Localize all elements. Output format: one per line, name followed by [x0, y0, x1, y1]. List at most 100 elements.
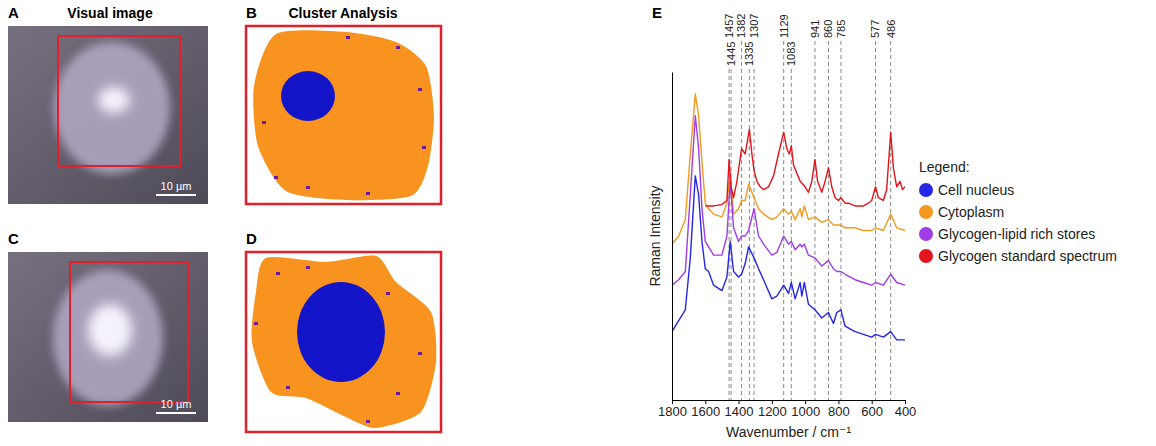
cytoplasm-cluster — [253, 30, 434, 200]
legend-label: Glycogen standard spectrum — [938, 248, 1117, 264]
glycogen-cluster-speck — [306, 186, 310, 189]
glycogen-cluster-speck — [422, 146, 426, 149]
cell-nucleus — [98, 87, 130, 113]
spectrum-line — [672, 116, 905, 285]
reference-line — [729, 69, 730, 400]
panel-letter: B — [246, 4, 257, 21]
legend-label: Glycogen-lipid rich stores — [938, 226, 1095, 242]
x-tick: 1800 — [658, 400, 687, 419]
y-axis-title: Raman Intensity — [647, 185, 663, 286]
glycogen-cluster-speck — [254, 322, 258, 325]
x-tick: 600 — [861, 400, 883, 419]
panel-letter: A — [8, 4, 19, 21]
panel-letter: C — [8, 230, 19, 247]
cluster-panel — [246, 252, 441, 432]
glycogen-cluster-speck — [386, 292, 390, 295]
reference-label: 1307 — [748, 14, 760, 38]
x-tick: 1200 — [758, 400, 787, 419]
spectra — [672, 94, 905, 340]
reference-line — [791, 69, 792, 400]
x-tick-label: 1800 — [658, 404, 687, 419]
reference-line — [783, 41, 784, 400]
reference-line — [749, 69, 750, 400]
glycogen-cluster-speck — [274, 176, 278, 179]
spectrum-line — [672, 94, 905, 244]
reference-line — [840, 41, 841, 400]
reference-label: 785 — [835, 20, 847, 38]
glycogen-cluster-speck — [346, 36, 350, 39]
scale-bar-label: 10 µm — [161, 398, 192, 410]
spectrum-line — [672, 176, 905, 340]
x-tick: 800 — [828, 400, 850, 419]
image-panel: 10 µm — [8, 26, 208, 204]
y-axis-line — [672, 73, 673, 401]
legend-label: Cytoplasm — [938, 204, 1004, 220]
panel-title: Visual image — [67, 5, 153, 21]
cell-body — [54, 42, 170, 174]
cluster-background — [246, 252, 441, 432]
reference-line — [731, 69, 732, 400]
legend-title: Legend: — [919, 159, 970, 175]
reference-line — [814, 41, 815, 400]
image-background — [8, 252, 208, 422]
reference-label: 1382 — [735, 14, 747, 38]
legend: Legend: Cell nucleus Cytoplasm Glycogen-lip… — [919, 159, 1117, 264]
reference-label: 941 — [809, 20, 821, 38]
nucleus-cluster — [297, 282, 385, 382]
reference-label: 860 — [822, 20, 834, 38]
glycogen-cluster-speck — [418, 88, 422, 91]
reference-label: 1129 — [778, 14, 790, 38]
x-axis: 1800 1600 1400 1200 1000 800 600 400 — [658, 400, 916, 419]
reference-label: 1445 — [725, 42, 737, 66]
cluster-frame — [246, 26, 441, 204]
glycogen-cluster-speck — [286, 386, 290, 389]
reference-line — [890, 41, 891, 400]
glycogen-cluster-speck — [306, 266, 310, 269]
scale-bar — [156, 412, 196, 414]
glycogen-cluster-speck — [396, 46, 400, 49]
cluster-background — [246, 26, 441, 204]
glycogen-cluster-speck — [396, 392, 400, 395]
glycogen-cluster-speck — [276, 272, 280, 275]
panel-letter: E — [652, 4, 662, 21]
reference-label: 577 — [869, 20, 881, 38]
x-tick: 400 — [895, 400, 917, 419]
x-tick-label: 1200 — [758, 404, 787, 419]
cluster-frame — [246, 252, 441, 432]
legend-marker — [919, 249, 933, 263]
x-tick-label: 1600 — [691, 404, 720, 419]
reference-label: 1083 — [785, 42, 797, 66]
reference-label: 1457 — [723, 14, 735, 38]
panel-letter: D — [246, 230, 257, 247]
region-of-interest — [58, 36, 180, 166]
legend-label: Cell nucleus — [938, 182, 1014, 198]
scale-bar — [156, 194, 196, 196]
reference-lines: 1457 1445 1382 1335 1307 1129 1083 941860785 577… — [723, 14, 897, 400]
reference-line — [754, 69, 755, 400]
scale-bar-label: 10 µm — [161, 180, 192, 192]
legend-marker — [919, 227, 933, 241]
legend-marker — [919, 205, 933, 219]
image-panel: 10 µm — [8, 252, 208, 422]
figure-svg: AVisual image10 µmBCluster AnalysisC10 µ… — [0, 0, 1156, 446]
x-tick-label: 400 — [895, 404, 917, 419]
glycogen-cluster-speck — [366, 420, 370, 423]
reference-label: 486 — [885, 20, 897, 38]
x-tick: 1000 — [791, 400, 820, 419]
x-tick: 1600 — [691, 400, 720, 419]
reference-line — [741, 41, 742, 400]
x-tick-label: 1400 — [725, 404, 754, 419]
x-tick: 1400 — [725, 400, 754, 419]
y-axis — [672, 73, 673, 401]
x-tick-label: 600 — [861, 404, 883, 419]
region-of-interest — [70, 262, 188, 402]
x-axis-title: Wavenumber / cm⁻¹ — [726, 424, 851, 440]
cytoplasm-cluster — [252, 256, 437, 428]
spectrum-line — [705, 129, 905, 206]
reference-label: 1335 — [743, 42, 755, 66]
nucleus-cluster — [281, 71, 335, 121]
image-background — [8, 26, 208, 204]
legend-marker — [919, 183, 933, 197]
cluster-panel — [246, 26, 441, 204]
x-tick-label: 1000 — [791, 404, 820, 419]
